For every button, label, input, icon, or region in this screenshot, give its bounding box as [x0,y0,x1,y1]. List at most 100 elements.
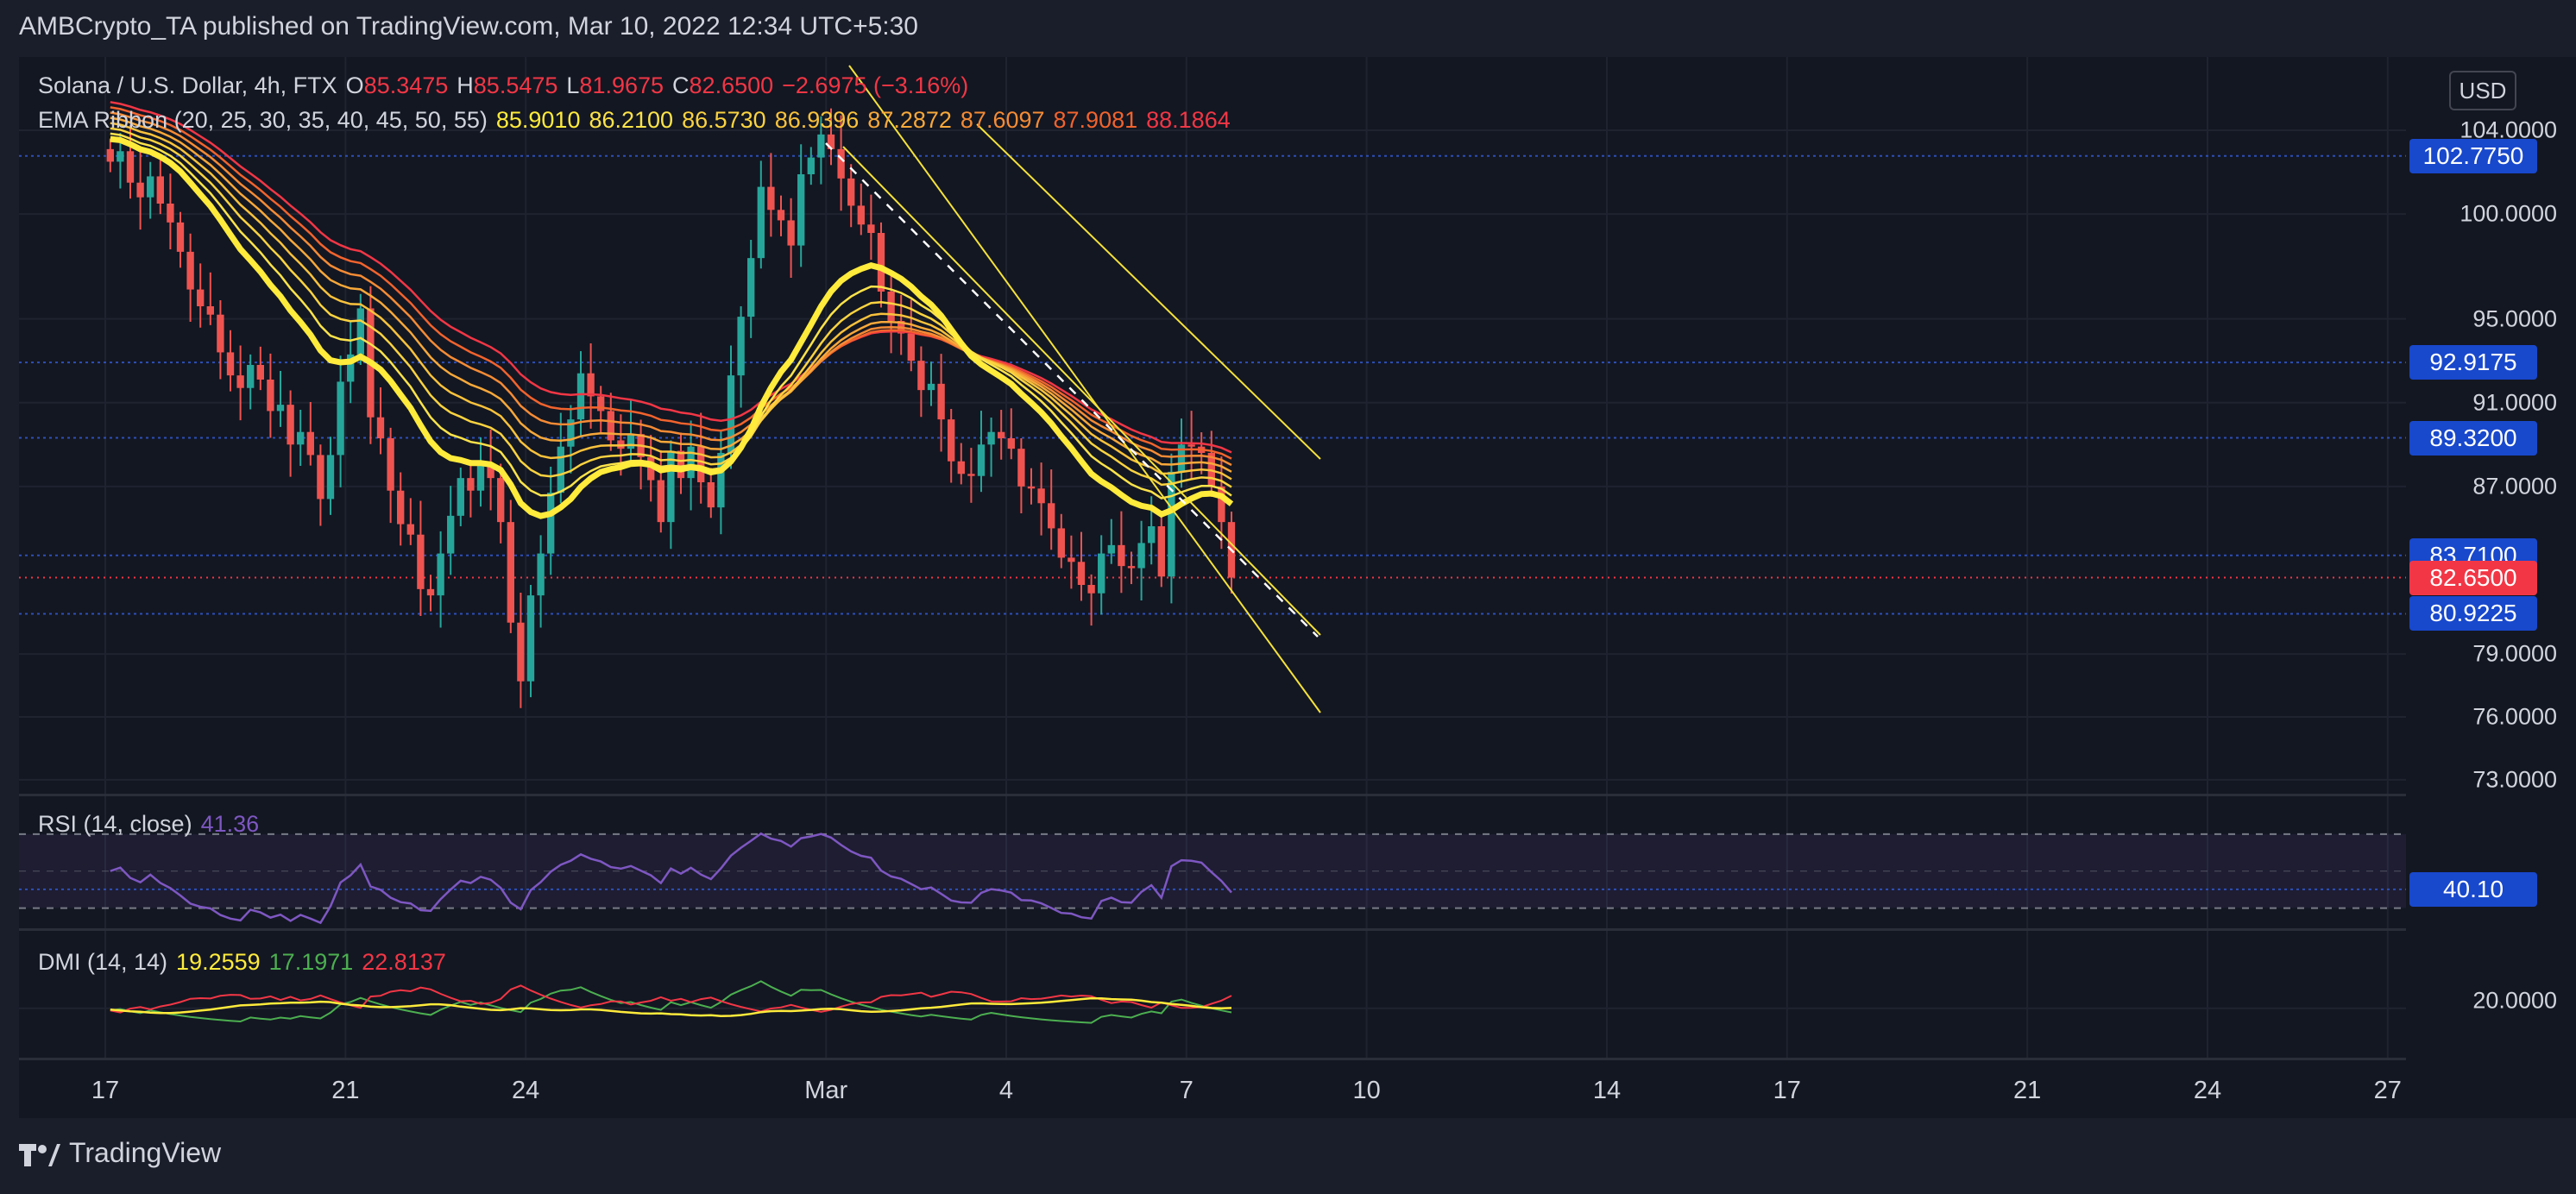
price-badge-4: 82.6500 [2409,560,2537,595]
candle-body-95 [1057,528,1065,558]
candle-body-49 [597,396,605,412]
channel-lower-line [842,146,1321,636]
close-value: 82.6500 [689,72,774,98]
candle-body-21 [317,455,324,500]
channel-top-line [976,123,1321,460]
candle-body-103 [1137,543,1145,569]
ema-value-5: 87.6097 [960,107,1045,133]
time-label-2: 24 [512,1077,540,1104]
candle-body-34 [447,515,455,554]
price-badge-2: 89.3200 [2409,420,2537,456]
candle-body-90 [1007,438,1015,449]
price-tick-3: 91.0000 [2472,389,2557,416]
candle-body-27 [376,417,385,438]
candle-body-14 [247,365,255,388]
dmi-title[interactable]: DMI (14, 14) [38,949,168,975]
price-tick-2: 95.0000 [2472,305,2557,332]
candle-body-101 [1118,544,1125,567]
price-axis[interactable]: 104.0000 100.0000 95.0000 91.0000 87.0000 79.… [2406,57,2576,1118]
dmi-minus-line [110,984,1232,1014]
candle-body-19 [297,431,305,445]
ema-line-55 [110,101,1232,454]
candle-body-111 [1218,486,1225,523]
chart-svg[interactable] [19,57,2406,1118]
candle-body-59 [697,446,705,482]
ema-line-20 [110,135,1234,519]
candle-body-81 [917,361,925,391]
candle-body-104 [1148,526,1156,544]
dmi-adx-value: 19.2559 [176,949,261,975]
time-label-5: 7 [1179,1077,1194,1104]
candle-body-43 [537,553,545,596]
tradingview-logo-icon [19,1143,60,1166]
candle-body-72 [827,134,835,149]
candle-body-100 [1107,544,1115,554]
candle-body-8 [186,251,194,290]
price-badge-5: 80.9225 [2409,596,2537,632]
time-axis[interactable]: 17 21 24 Mar 4 7 10 14 17 21 24 27 [19,1070,2406,1118]
candle-body-73 [837,148,845,179]
price-tick-7: 73.0000 [2472,766,2557,793]
candle-body-7 [176,222,185,252]
candle-body-37 [476,463,485,491]
ema-line-35 [110,122,1232,481]
candle-body-39 [497,478,505,523]
symbol-title[interactable]: Solana / U.S. Dollar, 4h, FTX [38,72,337,98]
ema-title[interactable]: EMA Ribbon (20, 25, 30, 35, 40, 45, 50, … [38,107,488,133]
candle-body-54 [647,456,655,481]
candle-body-83 [937,383,945,420]
candle-body-32 [426,588,435,596]
candle-body-84 [948,419,955,462]
pane-separator-dmi[interactable] [19,928,2406,931]
candle-body-71 [817,134,825,158]
price-tick-5: 79.0000 [2472,640,2557,667]
time-label-9: 21 [2013,1077,2042,1104]
ema-value-0: 85.9010 [495,107,581,133]
high-label: H [457,72,474,98]
time-label-6: 10 [1352,1077,1381,1104]
price-tick-0: 104.0000 [2459,116,2557,143]
candle-body-31 [417,534,425,589]
candle-body-77 [877,233,885,292]
low-label: L [566,72,580,98]
pane-separator-time [19,1058,2406,1060]
chart-area[interactable]: Solana / U.S. Dollar, 4h, FTX O85.3475 H85… [19,57,2406,1118]
ema-line-40 [110,116,1232,473]
rsi-title[interactable]: RSI (14, close) [38,811,192,837]
publisher-line: AMBCrypto_TA published on TradingView.co… [19,12,918,41]
currency-button[interactable]: USD [2449,71,2516,110]
candle-body-22 [326,455,335,500]
candle-body-99 [1098,553,1105,594]
candle-body-10 [206,306,214,315]
ema-value-4: 87.2872 [867,107,952,133]
candle-body-35 [457,478,464,516]
time-label-1: 21 [331,1077,360,1104]
candle-body-75 [857,205,865,225]
candle-body-48 [587,373,595,397]
candle-body-94 [1048,503,1055,529]
candle-body-106 [1168,471,1175,577]
dmi-legend: DMI (14, 14) 19.2559 17.1971 22.8137 [38,949,455,976]
candle-body-85 [957,461,965,474]
candle-body-29 [397,490,405,525]
candle-body-89 [998,431,1005,438]
price-change: −2.6975 (−3.16%) [782,72,969,98]
candle-body-86 [967,474,975,476]
candle-body-91 [1017,449,1025,487]
candle-body-41 [517,622,525,682]
dmi-tick: 20.0000 [2472,987,2557,1014]
candle-body-42 [526,595,535,682]
candle-body-38 [487,463,494,479]
pane-separator-rsi[interactable] [19,794,2406,796]
price-badge-0: 102.7750 [2409,138,2537,173]
time-label-10: 24 [2193,1077,2222,1104]
candle-body-76 [867,224,875,233]
candle-body-3 [136,182,144,198]
candle-body-57 [677,450,685,479]
high-value: 85.5475 [473,72,558,98]
candle-body-55 [657,480,664,523]
candle-body-28 [387,438,394,491]
candle-body-107 [1177,444,1186,472]
candle-body-47 [576,373,585,420]
candle-body-65 [757,186,765,259]
